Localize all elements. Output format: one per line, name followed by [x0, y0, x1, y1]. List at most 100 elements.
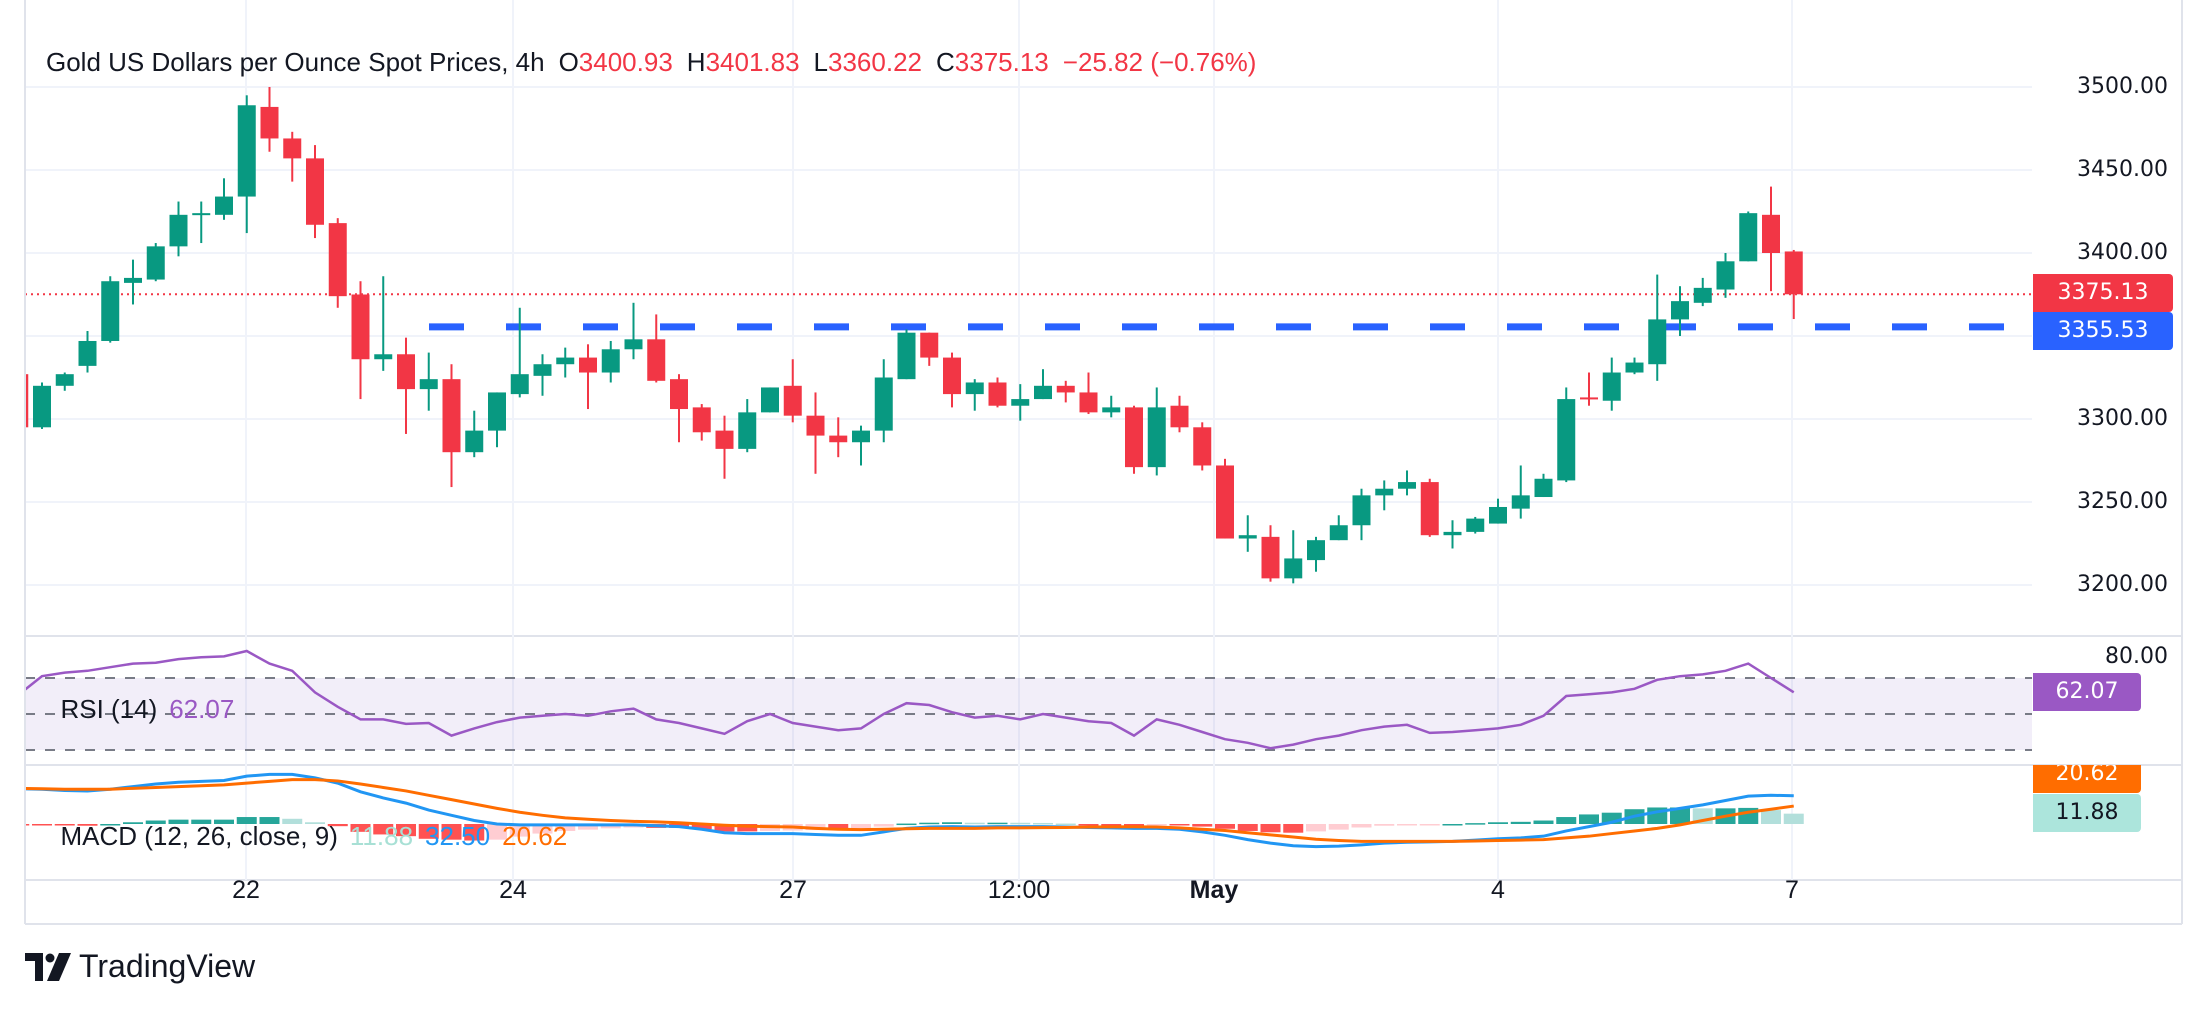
macd-histogram-bar — [1397, 824, 1417, 826]
candle — [1557, 387, 1576, 483]
candle-body — [1739, 213, 1758, 262]
candle — [442, 364, 461, 488]
candle — [601, 340, 620, 383]
macd-histogram-bar — [873, 824, 894, 827]
candle — [852, 425, 870, 466]
candle — [556, 347, 575, 378]
candle-body — [533, 364, 552, 376]
change-value: −25.82 (−0.76%) — [1062, 47, 1257, 77]
high-value: 3401.83 — [705, 47, 800, 77]
macd-histogram-bar — [555, 824, 576, 831]
candle — [260, 87, 279, 152]
candle — [169, 201, 188, 257]
macd-hist-value: 11.88 — [349, 821, 414, 851]
candle-body — [1466, 518, 1485, 532]
candle-body — [1511, 495, 1530, 509]
price-axis-label: 3300.00 — [2077, 406, 2168, 431]
candle — [397, 337, 415, 434]
candle — [1284, 530, 1303, 584]
macd-signal-tag: 20.62 — [2033, 765, 2141, 793]
candle — [1238, 515, 1257, 552]
candle — [1511, 465, 1530, 519]
close-label: C — [936, 47, 955, 77]
macd-histogram-bar — [1146, 824, 1167, 826]
candle-body — [1193, 427, 1212, 466]
candle — [33, 382, 51, 429]
candle-body — [647, 339, 666, 381]
macd-histogram-bar — [1510, 821, 1531, 824]
candle-wick — [18, 373, 20, 428]
candle — [761, 387, 779, 413]
candle — [1352, 488, 1371, 541]
macd-histogram-bar — [441, 824, 462, 840]
candle-body — [829, 435, 848, 443]
macd-histogram-bar — [942, 822, 962, 824]
candle — [715, 415, 734, 479]
candle-body — [1557, 399, 1576, 481]
macd-histogram-bar — [282, 818, 303, 824]
chart-frame — [24, 0, 2183, 925]
macd-histogram-bar — [1442, 824, 1463, 826]
macd-histogram-bar — [214, 819, 234, 824]
candle-body — [988, 382, 1007, 406]
macd-histogram-bar — [418, 824, 439, 839]
macd-histogram-bar — [1533, 820, 1554, 824]
candle — [647, 314, 666, 383]
candle-wick — [1042, 369, 1044, 400]
candle-body — [965, 382, 984, 395]
candle — [1375, 480, 1394, 511]
candle-body — [715, 430, 734, 449]
time-axis-label: 12:00 — [987, 876, 1051, 904]
rsi-legend: RSI (14) 62.07 — [46, 663, 246, 725]
candle — [806, 392, 825, 474]
candle-body — [55, 374, 74, 386]
rsi-value-tag: 62.07 — [2033, 673, 2141, 711]
macd-histogram-bar — [123, 822, 143, 824]
candle-body — [783, 385, 802, 416]
candle-body — [1056, 385, 1075, 393]
chart-legend-header: Gold US Dollars per Ounce Spot Prices, 4… — [46, 47, 1270, 78]
macd-histogram-bar — [1465, 823, 1486, 825]
macd-histogram-bar — [1761, 810, 1781, 824]
candle-body — [852, 430, 870, 443]
candle — [1261, 525, 1280, 582]
rsi-line — [26, 649, 1795, 750]
time-axis-label: May — [1189, 876, 1239, 904]
candle-body — [1284, 558, 1303, 579]
macd-line-value: 32.50 — [425, 821, 491, 851]
candle — [101, 276, 120, 343]
macd-histogram-bar — [1260, 824, 1281, 833]
tradingview-wordmark: TradingView — [79, 948, 256, 984]
candle — [670, 374, 688, 443]
candle — [1329, 515, 1348, 541]
macd-histogram-bar — [1101, 824, 1122, 826]
macd-histogram-bar — [1556, 817, 1577, 824]
candle — [1489, 498, 1507, 524]
macd-signal-tag-clip: 20.62 — [2033, 765, 2141, 793]
macd-histogram-bar — [1419, 824, 1440, 826]
candle — [192, 201, 211, 244]
candle — [488, 392, 506, 448]
candle — [1193, 422, 1212, 471]
candle-body — [1102, 407, 1121, 413]
macd-histogram-bar — [1283, 824, 1304, 833]
low-value: 3360.22 — [828, 47, 922, 77]
candle — [124, 259, 142, 305]
candle-body — [78, 340, 97, 366]
candle-body — [1784, 251, 1803, 295]
candle — [419, 352, 438, 411]
candle — [1398, 470, 1416, 496]
macd-histogram-bar — [1192, 824, 1213, 827]
candle-wick — [973, 379, 976, 411]
macd-histogram-bar — [396, 824, 416, 837]
tradingview-logo[interactable]: TradingView — [25, 948, 255, 985]
tradingview-logo-icon — [25, 952, 71, 981]
macd-hist-tag: 11.88 — [2033, 794, 2141, 832]
candle — [306, 145, 324, 239]
candle-body — [1125, 407, 1143, 468]
candle-body — [146, 246, 165, 280]
candle-body — [1443, 531, 1462, 536]
macd-pane — [26, 772, 1804, 849]
candle — [1170, 395, 1189, 433]
